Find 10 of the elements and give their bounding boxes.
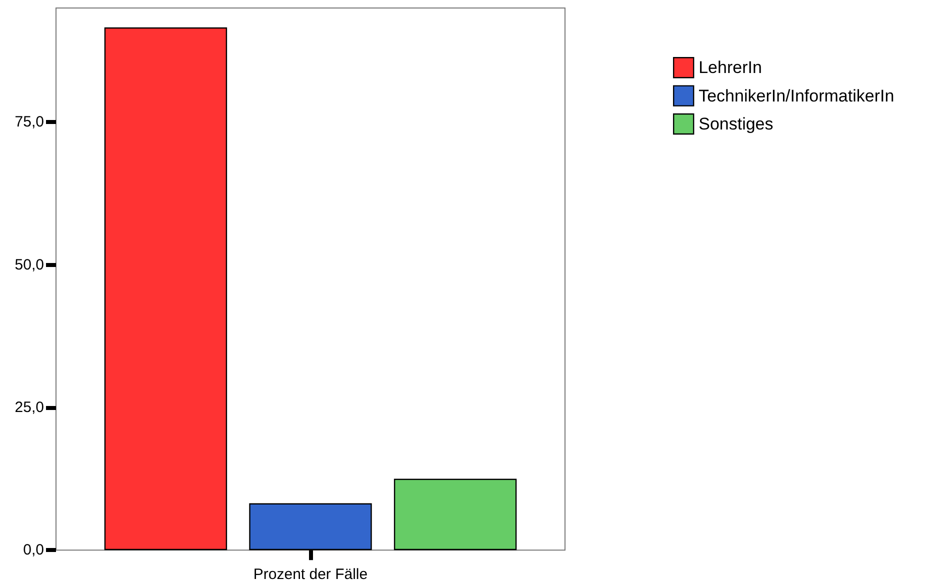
x-axis-title: Prozent der Fälle	[253, 566, 368, 583]
y-tick-label: 0,0	[23, 542, 44, 559]
legend-label: LehrerIn	[698, 58, 762, 78]
bar	[394, 478, 517, 550]
legend-label: Sonstiges	[698, 114, 774, 134]
bar	[104, 27, 228, 550]
legend-label: TechnikerIn/InformatikerIn	[698, 86, 894, 106]
y-tick-label: 25,0	[14, 398, 44, 416]
y-tick-label: 50,0	[14, 256, 44, 274]
y-tick-label: 75,0	[14, 114, 44, 131]
